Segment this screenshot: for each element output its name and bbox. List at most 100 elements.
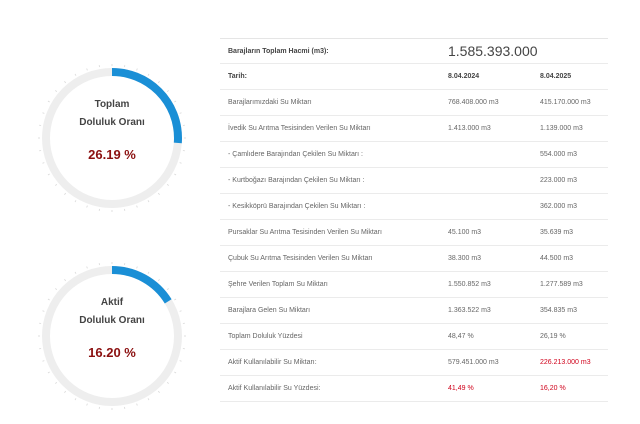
gauge-progress-arc [42, 68, 182, 208]
gauge-tick [42, 310, 45, 312]
row-label: Şehre Verilen Toplam Su Miktarı [220, 271, 440, 298]
total-volume-value: 1.585.393.000 [440, 38, 608, 64]
row-label: - Çamlıdere Barajından Çekilen Su Miktar… [220, 141, 440, 168]
row-value-2025: 44.500 m3 [532, 245, 608, 272]
gauge-total-ring [38, 64, 186, 212]
gauge-tick [47, 371, 50, 374]
row-value-2025: 554.000 m3 [532, 141, 608, 168]
gauge-active-label-2: Doluluk Oranı [79, 315, 145, 326]
gauge-tick [174, 173, 177, 176]
row-value-2024: 1.363.522 m3 [440, 297, 532, 324]
row-value-2025: 1.277.589 m3 [532, 271, 608, 298]
row-value-2024: 41,49 % [440, 375, 532, 402]
gauge-tick [64, 81, 67, 84]
table-row: Pursaklar Su Arıtma Tesisinden Verilen S… [220, 219, 608, 246]
gauge-total-percent: 26.19 % [88, 147, 136, 162]
row-label: - Kesikköprü Barajından Çekilen Su Mikta… [220, 193, 440, 220]
gauge-tick [174, 371, 177, 374]
gauge-tick [147, 73, 150, 76]
gauge-tick [166, 288, 169, 291]
row-value-2025: 16,20 % [532, 375, 608, 402]
gauge-total-label-1: Toplam [94, 99, 130, 110]
row-label: Pursaklar Su Arıtma Tesisinden Verilen S… [220, 219, 440, 246]
gauge-tick [86, 68, 88, 71]
gauge-tick [179, 360, 182, 362]
row-value-2024 [440, 167, 532, 194]
table-row: - Kesikköprü Barajından Çekilen Su Mikta… [220, 193, 608, 220]
gauge-tick [74, 271, 77, 274]
row-label: Toplam Doluluk Yüzdesi [220, 323, 440, 350]
gauge-tick [174, 298, 177, 301]
table-row: Çubuk Su Arıtma Tesisinden Verilen Su Mi… [220, 245, 608, 272]
gauge-tick [157, 81, 160, 84]
row-value-2024: 579.451.000 m3 [440, 349, 532, 376]
date-2025: 8.04.2025 [532, 63, 608, 90]
table-row: İvedik Su Arıtma Tesisinden Verilen Su M… [220, 115, 608, 142]
row-value-2025: 354.835 m3 [532, 297, 608, 324]
gauge-tick [86, 403, 88, 406]
gauge-tick [74, 398, 77, 401]
row-value-2024: 768.408.000 m3 [440, 89, 532, 116]
row-value-2024: 45.100 m3 [440, 219, 532, 246]
gauge-tick [42, 162, 45, 164]
table-row: - Çamlıdere Barajından Çekilen Su Miktar… [220, 141, 608, 168]
row-value-2024 [440, 193, 532, 220]
row-label: Aktif Kullanılabilir Su Yüzdesi: [220, 375, 440, 402]
gauge-active-label-1: Aktif [100, 297, 124, 308]
row-value-2025: 223.000 m3 [532, 167, 608, 194]
gauge-progress-arc [42, 266, 182, 406]
gauge-tick [136, 68, 138, 71]
gauge-tick [86, 205, 88, 208]
gauge-tick [136, 205, 138, 208]
row-value-2024: 38.300 m3 [440, 245, 532, 272]
gauge-tick [42, 112, 45, 114]
gauge-tick [136, 266, 138, 269]
row-value-2024 [440, 141, 532, 168]
gauge-tick [136, 403, 138, 406]
gauge-active-percent: 16.20 % [88, 345, 136, 360]
gauge-tick [179, 112, 182, 114]
row-value-2025: 415.170.000 m3 [532, 89, 608, 116]
gauge-tick [47, 173, 50, 176]
gauge-tick [166, 183, 169, 186]
gauge-total-label-2: Doluluk Oranı [79, 117, 145, 128]
gauge-total-fill: Toplam Doluluk Oranı 26.19 % [37, 63, 187, 213]
row-value-2024: 1.413.000 m3 [440, 115, 532, 142]
gauge-tick [147, 271, 150, 274]
gauge-tick [64, 192, 67, 195]
gauge-tick [64, 390, 67, 393]
row-label: Barajlarımızdaki Su Miktarı [220, 89, 440, 116]
row-label: Barajlara Gelen Su Miktarı [220, 297, 440, 324]
gauge-tick [157, 279, 160, 282]
gauge-tick [42, 360, 45, 362]
gauge-tick [179, 162, 182, 164]
gauge-tick [179, 310, 182, 312]
row-value-2025: 35.639 m3 [532, 219, 608, 246]
row-value-2025: 1.139.000 m3 [532, 115, 608, 142]
gauge-tick [47, 298, 50, 301]
gauge-tick [147, 200, 150, 203]
row-label: Çubuk Su Arıtma Tesisinden Verilen Su Mi… [220, 245, 440, 272]
table-row: Aktif Kullanılabilir Su Miktarı: 579.451.… [220, 349, 608, 376]
gauge-tick [166, 381, 169, 384]
row-value-2024: 48,47 % [440, 323, 532, 350]
table-header-row: Barajların Toplam Hacmi (m3): 1.585.393.… [220, 38, 608, 64]
dam-statistics-table: Barajların Toplam Hacmi (m3): 1.585.393.… [220, 38, 608, 402]
gauge-active-fill: Aktif Doluluk Oranı 16.20 % [37, 261, 187, 411]
gauge-tick [55, 183, 58, 186]
gauge-tick [174, 100, 177, 103]
gauge-tick [64, 279, 67, 282]
date-label: Tarih: [220, 63, 440, 90]
gauge-tick [47, 100, 50, 103]
gauge-tick [55, 288, 58, 291]
row-value-2025: 226.213.000 m3 [532, 349, 608, 376]
row-label: Aktif Kullanılabilir Su Miktarı: [220, 349, 440, 376]
gauge-tick [86, 266, 88, 269]
row-label: İvedik Su Arıtma Tesisinden Verilen Su M… [220, 115, 440, 142]
gauge-tick [166, 90, 169, 93]
row-value-2025: 362.000 m3 [532, 193, 608, 220]
date-row: Tarih: 8.04.2024 8.04.2025 [220, 63, 608, 90]
table-row: Barajlara Gelen Su Miktarı 1.363.522 m3 35… [220, 297, 608, 324]
table-row: Aktif Kullanılabilir Su Yüzdesi: 41,49 % 1… [220, 375, 608, 402]
gauge-tick [74, 73, 77, 76]
